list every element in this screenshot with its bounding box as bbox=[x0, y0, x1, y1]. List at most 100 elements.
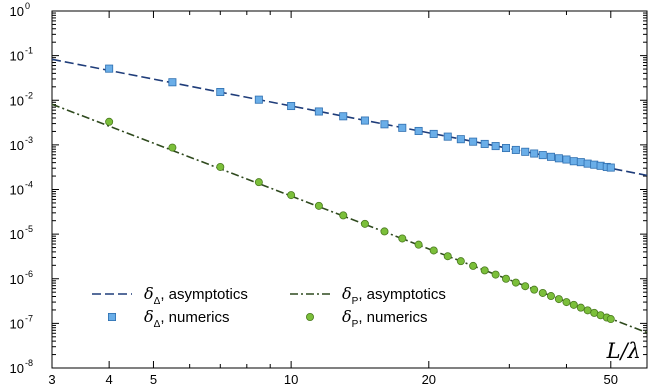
data-point-square bbox=[105, 64, 114, 73]
data-point-square bbox=[491, 142, 500, 151]
x-tick-label: 20 bbox=[422, 372, 436, 387]
data-point-circle bbox=[546, 292, 555, 301]
legend-label: δΔ, numerics bbox=[144, 307, 230, 330]
data-point-circle bbox=[443, 252, 452, 261]
data-point-square bbox=[554, 154, 563, 163]
data-point-circle bbox=[511, 278, 520, 287]
legend-text: , numerics bbox=[160, 309, 229, 326]
legend-subscript: P bbox=[352, 296, 359, 307]
legend-label: δP, asymptotics bbox=[342, 284, 446, 307]
data-point-square bbox=[538, 151, 547, 160]
y-tick-label-exponent: -2 bbox=[25, 90, 33, 100]
x-tick-label: 50 bbox=[604, 372, 618, 387]
legend-entry: δP, numerics bbox=[305, 307, 428, 330]
x-axis-title: L/λ bbox=[606, 339, 641, 363]
legend-subscript: Δ bbox=[154, 319, 161, 330]
data-point-square bbox=[480, 139, 489, 148]
x-tick-label: 3 bbox=[48, 372, 55, 387]
data-point-square bbox=[339, 112, 348, 121]
legend-entry: δP, asymptotics bbox=[290, 284, 446, 307]
legend-text: , asymptotics bbox=[160, 286, 248, 303]
data-point-square bbox=[254, 95, 263, 104]
y-tick-label-exponent: -3 bbox=[25, 135, 33, 145]
data-point-square bbox=[429, 129, 438, 138]
data-point-circle bbox=[168, 143, 177, 152]
data-point-circle bbox=[287, 191, 296, 200]
x-tick-label: 4 bbox=[106, 372, 113, 387]
data-point-square bbox=[511, 145, 520, 154]
data-point-circle bbox=[254, 178, 263, 187]
data-point-circle bbox=[216, 162, 225, 171]
legend-label: δP, numerics bbox=[342, 307, 428, 330]
data-point-square bbox=[576, 158, 585, 167]
data-point-circle bbox=[314, 201, 323, 210]
y-tick-label-base: 10 bbox=[10, 361, 24, 376]
data-point-square bbox=[469, 137, 478, 146]
data-point-circle bbox=[339, 211, 348, 220]
data-point-circle bbox=[456, 257, 465, 266]
data-point-square bbox=[546, 152, 555, 161]
data-point-square bbox=[380, 120, 389, 129]
data-point-square bbox=[216, 88, 225, 97]
data-point-square bbox=[314, 107, 323, 116]
legend-symbol: δ bbox=[144, 284, 154, 303]
data-point-square bbox=[521, 147, 530, 156]
legend-text: , asymptotics bbox=[358, 286, 446, 303]
data-point-circle bbox=[576, 303, 585, 312]
y-tick-label-exponent: -1 bbox=[25, 46, 33, 56]
data-point-circle bbox=[480, 266, 489, 275]
data-point-square bbox=[501, 144, 510, 153]
y-tick-label-exponent: -7 bbox=[25, 313, 33, 323]
y-tick-label-exponent: 0 bbox=[25, 1, 30, 11]
legend-circle-swatch bbox=[305, 312, 314, 321]
data-point-circle bbox=[562, 298, 571, 307]
data-point-circle bbox=[538, 288, 547, 297]
legend-square-swatch bbox=[108, 312, 117, 321]
y-tick-label-exponent: -4 bbox=[25, 180, 33, 190]
data-point-square bbox=[287, 102, 296, 111]
data-point-square bbox=[168, 78, 177, 87]
data-point-circle bbox=[521, 282, 530, 291]
y-tick-label-base: 10 bbox=[10, 4, 24, 19]
y-tick-label-base: 10 bbox=[10, 49, 24, 64]
legend-entry: δΔ, asymptotics bbox=[92, 284, 248, 307]
data-point-square bbox=[398, 123, 407, 132]
y-tick-label-base: 10 bbox=[10, 316, 24, 331]
y-tick-label-base: 10 bbox=[10, 227, 24, 242]
data-point-square bbox=[443, 132, 452, 141]
data-point-circle bbox=[554, 295, 563, 304]
data-point-square bbox=[583, 159, 592, 168]
legend-subscript: P bbox=[352, 319, 359, 330]
y-tick-label-base: 10 bbox=[10, 93, 24, 108]
x-tick-label: 5 bbox=[150, 372, 157, 387]
data-point-circle bbox=[429, 246, 438, 255]
series-line-0 bbox=[51, 58, 648, 177]
data-point-square bbox=[414, 126, 423, 135]
y-tick-label-exponent: -8 bbox=[25, 358, 33, 368]
y-tick-label-exponent: -5 bbox=[25, 224, 33, 234]
data-point-circle bbox=[569, 300, 578, 309]
data-point-circle bbox=[105, 117, 114, 126]
data-point-square bbox=[569, 157, 578, 166]
legend-symbol: δ bbox=[144, 307, 154, 326]
data-point-square bbox=[456, 135, 465, 144]
data-point-square bbox=[562, 155, 571, 164]
legend-subscript: Δ bbox=[154, 296, 161, 307]
legend-entry: δΔ, numerics bbox=[108, 307, 230, 330]
x-tick-label: 10 bbox=[284, 372, 298, 387]
data-point-circle bbox=[469, 261, 478, 270]
y-tick-label-base: 10 bbox=[10, 183, 24, 198]
data-point-circle bbox=[360, 219, 369, 228]
data-point-circle bbox=[501, 274, 510, 283]
data-point-square bbox=[530, 149, 539, 158]
data-point-circle bbox=[398, 234, 407, 243]
data-point-circle bbox=[414, 240, 423, 249]
legend-text: , numerics bbox=[358, 309, 427, 326]
series-layer bbox=[51, 58, 648, 334]
data-point-square bbox=[360, 116, 369, 125]
data-point-circle bbox=[530, 285, 539, 294]
data-point-circle bbox=[380, 227, 389, 236]
